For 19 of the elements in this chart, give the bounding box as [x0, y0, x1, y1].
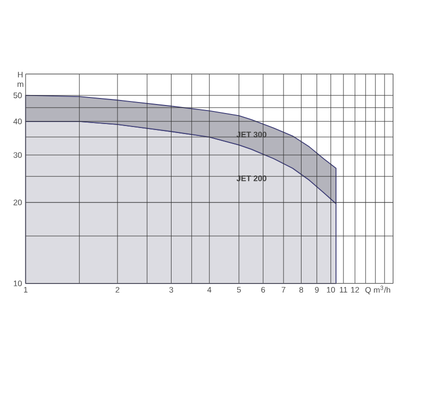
x-tick-label: 3	[169, 287, 174, 293]
x-tick-label: 8	[299, 287, 304, 293]
y-tick-label: 10	[14, 280, 22, 286]
y-axis-title: H m	[18, 72, 24, 87]
x-tick-label: 5	[237, 287, 241, 293]
x-axis-title: Q m$^{3}$/h	[365, 286, 390, 294]
y-tick-label: 40	[13, 118, 22, 124]
x-tick-label: 9	[314, 287, 319, 293]
x-tick-label: 4	[207, 287, 212, 293]
x-tick-label: 2	[116, 287, 120, 293]
y-tick-label: 20	[14, 200, 22, 206]
x-tick-label: 10	[326, 287, 335, 293]
y-tick-label: 30	[13, 152, 22, 158]
x-tick-label: 1	[24, 287, 28, 293]
x-tick-label: 7	[282, 287, 286, 293]
x-tick-label: 11	[340, 287, 348, 293]
y-tick-label: 50	[14, 92, 22, 98]
x-tick-label: 12	[351, 287, 360, 293]
x-tick-label: 6	[261, 287, 265, 293]
